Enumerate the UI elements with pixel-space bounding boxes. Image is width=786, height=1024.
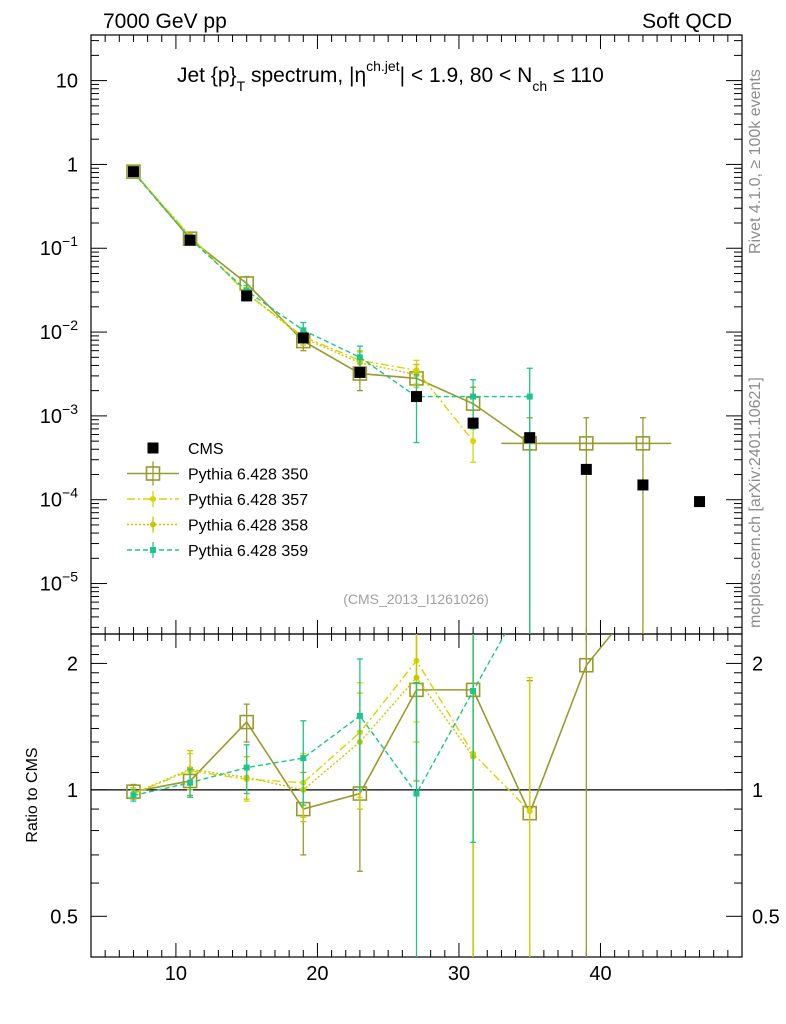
legend-label: CMS	[188, 441, 224, 458]
legend-item: CMS	[147, 441, 224, 458]
data-point	[470, 393, 477, 400]
y-tick-label-main: 10−4	[40, 485, 78, 512]
data-point	[300, 327, 307, 334]
data-point	[470, 438, 477, 445]
title-part-b: T	[237, 78, 246, 94]
data-point-cms	[467, 417, 479, 429]
legend-item: Pythia 6.428 359	[127, 542, 308, 560]
data-point-cms	[694, 496, 706, 508]
ratio-series-pythia-6.428-359	[130, 634, 506, 957]
y-tick-label-main: 1	[67, 154, 78, 176]
ratio-data-point	[470, 687, 477, 694]
x-tick-label: 10	[165, 963, 187, 985]
series-line	[132, 171, 643, 445]
legend-item: Pythia 6.428 358	[127, 516, 308, 535]
main-axis-ticks: 10 1 10−1 10−2 10−3 10−4 10−5	[40, 35, 742, 634]
rivet-version-label: Rivet 4.1.0, ≥ 100k events	[747, 69, 764, 254]
ratio-axis-ticks: 10 20 30 40 0.5 0.5 1 1 2 2	[50, 634, 780, 985]
legend-label: Pythia 6.428 358	[188, 518, 308, 535]
data-point-cms	[524, 432, 536, 444]
legend: CMS Pythia 6.428 350 Pythia 6.428 357 Pythi…	[127, 441, 308, 560]
data-point-cms	[297, 332, 309, 344]
data-point-cms	[241, 290, 253, 302]
data-point-cms	[127, 166, 139, 178]
watermark-analysis-id: (CMS_2013_I1261026)	[343, 591, 489, 607]
legend-item: Pythia 6.428 357	[127, 491, 308, 509]
data-point	[579, 436, 594, 451]
y-tick-label-ratio: 2	[67, 653, 78, 675]
legend-marker	[150, 496, 156, 502]
title-part-g: ≤ 110	[547, 64, 604, 87]
ratio-series-pythia-6.428-350	[126, 634, 613, 957]
header-right: Soft QCD	[642, 10, 732, 33]
title-part-a: Jet {p}	[177, 64, 237, 87]
ratio-data-point	[356, 712, 363, 719]
data-point-cms	[184, 234, 196, 246]
data-point	[526, 393, 533, 400]
x-tick-label: 40	[589, 963, 611, 985]
y-tick-label-main: 10−3	[40, 401, 78, 428]
ratio-data-point	[243, 764, 250, 771]
ratio-data-point	[187, 779, 194, 786]
ratio-series-line	[133, 634, 613, 816]
x-tick-label: 30	[448, 963, 470, 985]
ratio-series-layer	[126, 634, 613, 957]
y-tick-label-main: 10−1	[40, 233, 78, 260]
series-pythia-6.428-350	[126, 164, 672, 634]
legend-marker	[145, 466, 161, 481]
data-point-cms	[411, 391, 422, 403]
series-cms	[127, 166, 706, 508]
ratio-data-point	[579, 657, 594, 673]
ratio-series-line	[133, 659, 531, 812]
legend-label: Pythia 6.428 359	[188, 543, 308, 560]
data-point-cms	[580, 463, 592, 475]
series-pythia-6.428-357	[130, 169, 477, 463]
ratio-data-point	[526, 808, 533, 815]
ratio-ylabel: Ratio to CMS	[24, 747, 41, 842]
chart-title: Jet {p}T spectrum, |ηch.jet| < 1.9, 80 <…	[177, 58, 604, 94]
legend-label: Pythia 6.428 357	[188, 492, 308, 509]
main-series-layer	[126, 164, 706, 634]
series-pythia-6.428-358	[130, 169, 420, 388]
y-tick-label-main: 10	[56, 71, 78, 93]
ratio-data-point	[239, 714, 254, 730]
title-part-d: ch.jet	[366, 58, 400, 74]
y-tick-label-ratio-right: 0.5	[752, 906, 780, 928]
legend-marker	[150, 547, 156, 553]
ratio-data-point	[300, 755, 307, 762]
legend-marker	[150, 521, 156, 528]
ratio-data-point	[130, 792, 137, 799]
series-line	[132, 171, 474, 442]
y-tick-label-main: 10−5	[40, 569, 78, 596]
legend-marker-cms	[147, 442, 159, 454]
ratio-data-point	[413, 674, 420, 681]
y-tick-label-ratio: 1	[67, 780, 78, 802]
ratio-series-line	[133, 634, 506, 797]
data-point	[635, 436, 651, 451]
ratio-data-point	[413, 790, 420, 797]
data-point	[356, 354, 363, 361]
y-tick-label-ratio: 0.5	[50, 906, 78, 928]
series-line	[132, 172, 530, 398]
data-point	[126, 164, 141, 179]
mcplots-label: mcplots.cern.ch [arXiv:2401.10621]	[747, 377, 764, 628]
data-point-cms	[354, 366, 366, 378]
title-part-f: ch	[532, 78, 547, 94]
y-tick-label-main: 10−2	[40, 317, 78, 344]
legend-item: Pythia 6.428 350	[127, 461, 308, 486]
title-part-c: spectrum, |η	[245, 64, 366, 87]
x-tick-label: 20	[306, 963, 328, 985]
legend-label: Pythia 6.428 350	[188, 467, 308, 484]
data-point-cms	[637, 479, 649, 491]
series-line	[132, 171, 417, 376]
header-left: 7000 GeV pp	[103, 10, 227, 33]
y-tick-label-ratio-right: 2	[752, 653, 763, 675]
y-tick-label-ratio-right: 1	[752, 780, 763, 802]
title-part-e: | < 1.9, 80 < N	[400, 64, 533, 87]
